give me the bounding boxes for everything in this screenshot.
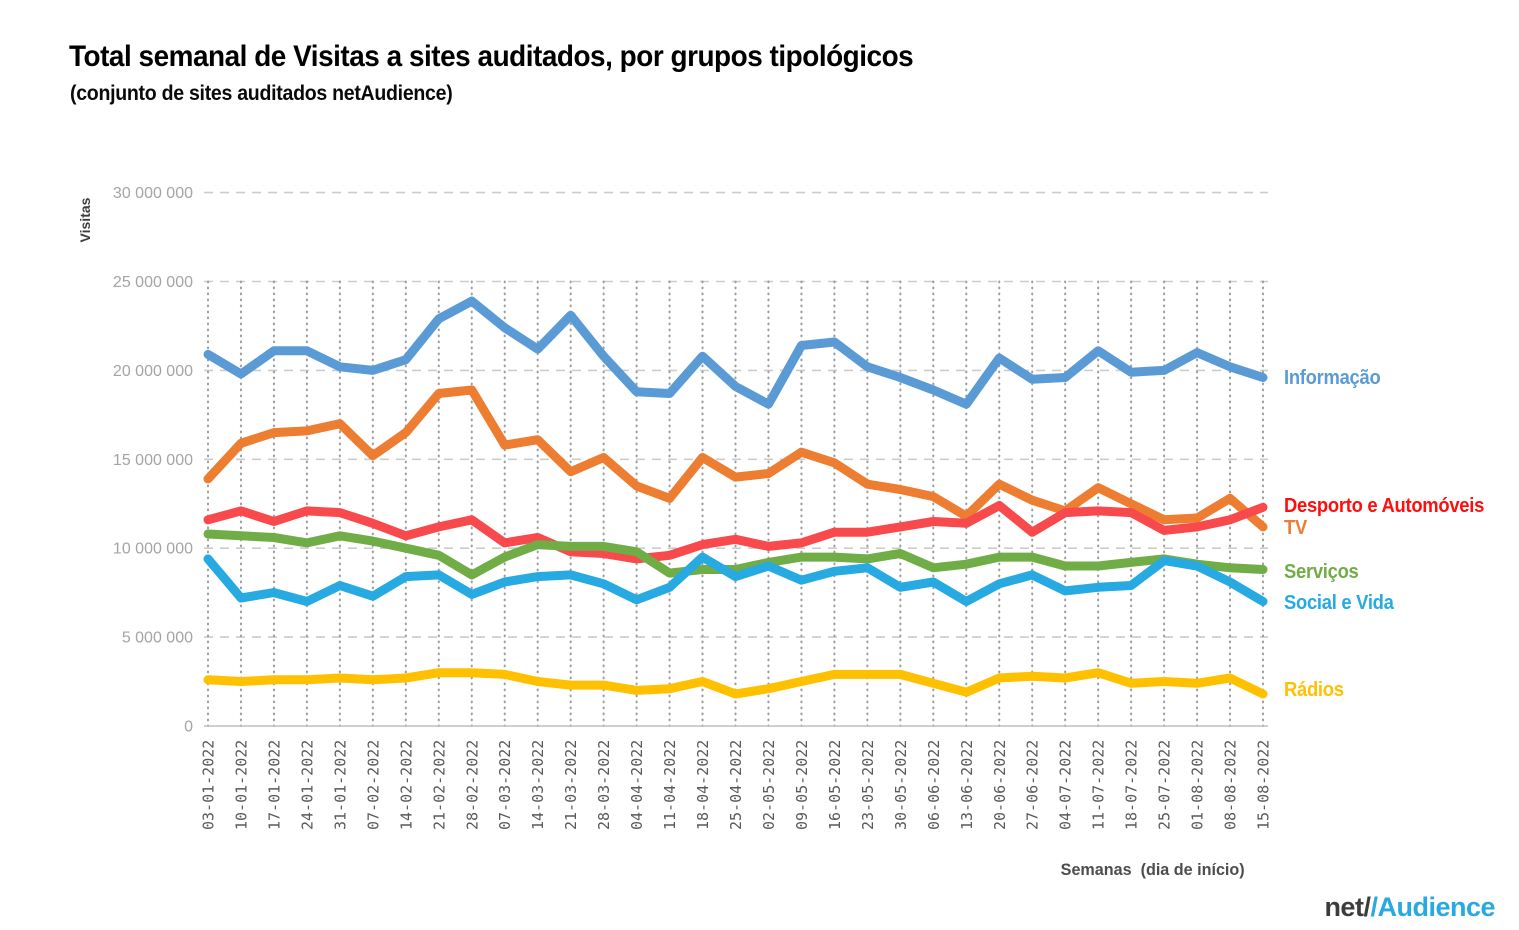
legend-label-r-dios: Rádios [1284, 678, 1344, 701]
y-tick-label: 30 000 000 [113, 185, 193, 202]
x-tick-label: 01-08-2022 [1189, 740, 1207, 830]
y-tick-label: 0 [184, 719, 193, 736]
chart-subtitle: (conjunto de sites auditados netAudience… [70, 82, 453, 105]
series-line-tv [203, 385, 1268, 532]
x-tick-label: 13-06-2022 [958, 740, 976, 830]
x-tick-label: 09-05-2022 [793, 740, 811, 830]
x-tick-label: 20-06-2022 [991, 740, 1009, 830]
y-tick-label: 10 000 000 [113, 541, 193, 558]
netaudience-logo: net//Audience [1324, 892, 1495, 923]
x-tick-label: 11-04-2022 [661, 740, 679, 830]
y-tick-label: 20 000 000 [113, 363, 193, 380]
legend-label-desporto-e-autom-veis: Desporto e Automóveis [1284, 495, 1485, 518]
x-tick-label: 15-08-2022 [1255, 740, 1273, 830]
x-tick-label: 02-05-2022 [760, 740, 778, 830]
x-tick-label: 27-06-2022 [1024, 740, 1042, 830]
x-tick-label: 31-01-2022 [331, 740, 349, 830]
x-tick-label: 25-04-2022 [727, 740, 745, 830]
series-line-informa-o [203, 296, 1268, 409]
logo-slash-blue: / [1370, 892, 1378, 922]
x-tick-label: 10-01-2022 [232, 740, 250, 830]
legend-label-servi-os: Serviços [1284, 560, 1359, 583]
series-line-desporto-e-autom-veis [203, 501, 1268, 564]
x-tick-label: 24-01-2022 [298, 740, 316, 830]
y-tick-label: 5 000 000 [122, 630, 193, 647]
x-tick-label: 14-03-2022 [529, 740, 547, 830]
legend-label-social-e-vida: Social e Vida [1284, 591, 1394, 614]
series-line-r-dios [203, 668, 1268, 699]
x-tick-label: 07-02-2022 [364, 740, 382, 830]
logo-net: net [1324, 892, 1364, 922]
x-tick-label: 23-05-2022 [859, 740, 877, 830]
x-tick-label: 04-07-2022 [1057, 740, 1075, 830]
x-tick-label: 18-07-2022 [1123, 740, 1141, 830]
x-tick-label: 07-03-2022 [496, 740, 514, 830]
x-tick-label: 21-03-2022 [562, 740, 580, 830]
x-axis-title: Semanas (dia de início) [1061, 860, 1245, 879]
series-line-social-e-vida [203, 552, 1268, 606]
chart-title: Total semanal de Visitas a sites auditad… [69, 40, 914, 73]
x-tick-label: 03-01-2022 [200, 740, 218, 830]
x-tick-label: 18-04-2022 [694, 740, 712, 830]
x-tick-label: 25-07-2022 [1156, 740, 1174, 830]
series-line-servi-os [203, 529, 1268, 580]
legend-label-informa-o: Informação [1284, 366, 1381, 389]
x-tick-label: 17-01-2022 [265, 740, 283, 830]
logo-slash-dark: / [1363, 892, 1371, 922]
x-tick-label: 28-02-2022 [463, 740, 481, 830]
logo-audience: Audience [1377, 892, 1495, 922]
x-tick-label: 11-07-2022 [1090, 740, 1108, 830]
y-tick-label: 15 000 000 [113, 452, 193, 469]
legend-label-tv: TV [1284, 516, 1307, 539]
x-tick-label: 16-05-2022 [826, 740, 844, 830]
y-tick-label: 25 000 000 [113, 274, 193, 291]
x-tick-label: 06-06-2022 [925, 740, 943, 830]
x-tick-label: 04-04-2022 [628, 740, 646, 830]
x-tick-label: 21-02-2022 [430, 740, 448, 830]
x-tick-label: 28-03-2022 [595, 740, 613, 830]
x-tick-label: 30-05-2022 [892, 740, 910, 830]
x-tick-label: 14-02-2022 [397, 740, 415, 830]
x-tick-label: 08-08-2022 [1222, 740, 1240, 830]
